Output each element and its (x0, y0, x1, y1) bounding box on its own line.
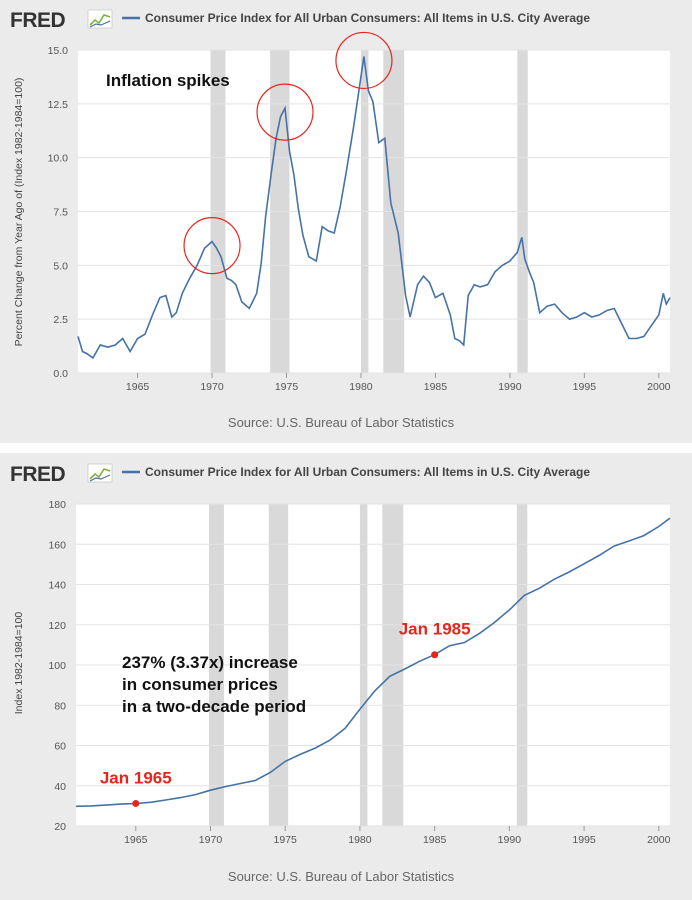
increase-annotation: 237% (3.37x) increase in consumer prices… (122, 653, 306, 716)
highlighted-points: Jan 1965 Jan 1985 (100, 620, 471, 807)
x-tick-label: 1975 (274, 834, 298, 846)
y-tick-label: 120 (48, 620, 66, 632)
y-tick-label: 5.0 (53, 260, 68, 272)
x-tick-label: 1995 (572, 834, 596, 846)
source-note: Source: U.S. Bureau of Labor Statistics (228, 869, 455, 884)
chart-panel-inflation-rate: FRED Consumer Price Index for All Urban … (0, 0, 692, 443)
fred-logo-graph-icon (87, 9, 113, 29)
fred-logo[interactable]: FRED (10, 463, 66, 486)
y-axis-ticks: 0.0 2.5 5.0 7.5 10.0 12.5 15.0 (48, 45, 69, 380)
highlighted-point (132, 799, 140, 807)
y-tick-label: 40 (54, 781, 66, 793)
point-label: Jan 1985 (399, 620, 471, 639)
grid-lines (76, 503, 670, 827)
y-tick-label: 7.5 (53, 207, 68, 219)
x-tick-label: 1990 (498, 834, 522, 846)
spike-highlight-circle (335, 31, 393, 90)
cpi-index-chart-svg: FRED Consumer Price Index for All Urban … (10, 463, 671, 884)
y-tick-label: 15.0 (48, 45, 69, 57)
annotation-line-3: in a two-decade period (122, 697, 306, 716)
annotation-line-1: 237% (3.37x) increase (122, 653, 298, 672)
x-tick-label: 1970 (200, 381, 224, 393)
spike-highlight-circles (183, 31, 393, 275)
x-tick-label: 1980 (349, 381, 373, 393)
y-tick-label: 0.0 (53, 368, 68, 380)
fred-logo[interactable]: FRED (10, 9, 66, 32)
point-label: Jan 1965 (100, 768, 172, 787)
highlighted-point (431, 651, 439, 659)
y-axis-label: Percent Change from Year Ago of (Index 1… (13, 78, 25, 347)
y-tick-label: 10.0 (48, 153, 69, 165)
inflation-rate-chart-svg: FRED Consumer Price Index for All Urban … (10, 9, 671, 430)
x-tick-label: 1970 (199, 834, 223, 846)
y-tick-label: 80 (54, 700, 66, 712)
fred-logo-graph-icon (87, 463, 113, 483)
y-tick-label: 160 (48, 539, 66, 551)
y-axis-ticks: 20 40 60 80 100 120 140 160 180 (48, 499, 66, 833)
x-tick-label: 1995 (573, 381, 597, 393)
x-axis-ticks: 1965 1970 1975 1980 1985 1990 1995 2000 (124, 826, 671, 846)
y-tick-label: 12.5 (48, 99, 69, 111)
x-tick-label: 1990 (498, 381, 522, 393)
x-tick-label: 1985 (424, 381, 448, 393)
inflation-series-line (77, 56, 671, 360)
y-tick-label: 60 (54, 741, 66, 753)
x-tick-label: 1980 (348, 834, 372, 846)
inflation-spikes-annotation: Inflation spikes (106, 71, 230, 90)
x-tick-label: 1965 (126, 381, 150, 393)
x-tick-label: 1985 (423, 834, 447, 846)
y-tick-label: 20 (54, 821, 66, 833)
y-tick-label: 100 (48, 660, 66, 672)
source-note: Source: U.S. Bureau of Labor Statistics (228, 415, 455, 430)
chart-title-legend: Consumer Price Index for All Urban Consu… (145, 465, 590, 479)
x-tick-label: 1975 (275, 381, 299, 393)
x-tick-label: 1965 (124, 834, 148, 846)
chart-title-legend: Consumer Price Index for All Urban Consu… (145, 11, 590, 25)
cpi-series-line (75, 517, 671, 808)
x-tick-label: 2000 (647, 834, 671, 846)
x-axis-ticks: 1965 1970 1975 1980 1985 1990 1995 2000 (126, 373, 671, 393)
y-tick-label: 2.5 (53, 314, 68, 326)
spike-highlight-circle (183, 217, 241, 275)
annotation-line-2: in consumer prices (122, 675, 278, 694)
y-tick-label: 140 (48, 580, 66, 592)
chart-panel-cpi-index: FRED Consumer Price Index for All Urban … (0, 453, 692, 900)
spike-highlight-circle (256, 83, 314, 141)
y-axis-label: Index 1982-1984=100 (13, 612, 25, 715)
x-tick-label: 2000 (647, 381, 671, 393)
y-tick-label: 180 (48, 499, 66, 511)
